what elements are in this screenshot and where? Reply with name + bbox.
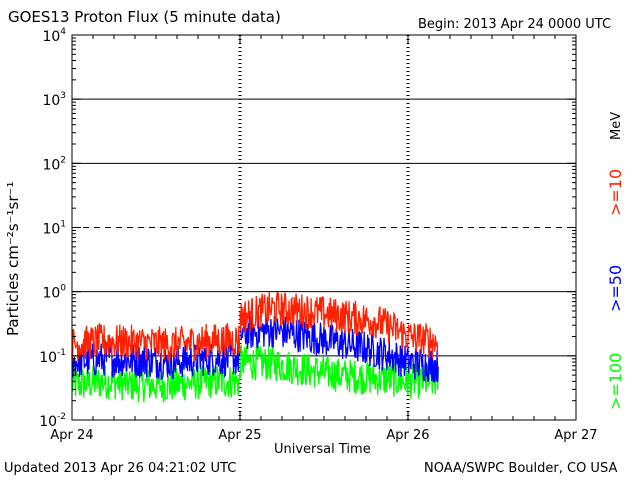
x-axis-label: Universal Time	[274, 442, 371, 457]
y-tick-label: 10-1	[39, 348, 66, 366]
x-tick-label: Apr 25	[218, 428, 261, 443]
legend-ge50: >=50	[606, 264, 625, 312]
y-tick-label: 101	[42, 220, 66, 238]
series-line-1-1	[239, 315, 439, 383]
chart-title: GOES13 Proton Flux (5 minute data)	[8, 8, 281, 26]
y-tick-label: 100	[42, 284, 66, 302]
series-line-2-1	[239, 344, 439, 399]
y-axis-label-text: Particles cm⁻²s⁻¹sr⁻¹	[4, 181, 22, 336]
y-tick-label: 103	[42, 91, 66, 109]
begin-label: Begin: 2013 Apr 24 0000 UTC	[418, 17, 612, 32]
credit-label: NOAA/SWPC Boulder, CO USA	[424, 461, 618, 476]
series-line-1-0	[71, 341, 241, 381]
y-axis-label: Particles cm⁻²s⁻¹sr⁻¹	[4, 181, 22, 336]
updated-label: Updated 2013 Apr 26 04:21:02 UTC	[4, 461, 237, 476]
series-line-0-0	[71, 322, 241, 362]
series-line-2-0	[71, 364, 241, 403]
legend-units: MeV	[609, 111, 624, 140]
legend-ge100: >=100	[606, 352, 625, 410]
legend-ge10: >=10	[606, 168, 625, 216]
y-tick-label: 10-2	[39, 412, 66, 430]
y-tick-label: 104	[42, 27, 66, 45]
x-tick-label: Apr 27	[554, 428, 597, 443]
x-tick-label: Apr 26	[386, 428, 429, 443]
y-tick-label: 102	[42, 155, 66, 173]
series-line-0-1	[239, 291, 439, 360]
x-tick-label: Apr 24	[50, 428, 93, 443]
